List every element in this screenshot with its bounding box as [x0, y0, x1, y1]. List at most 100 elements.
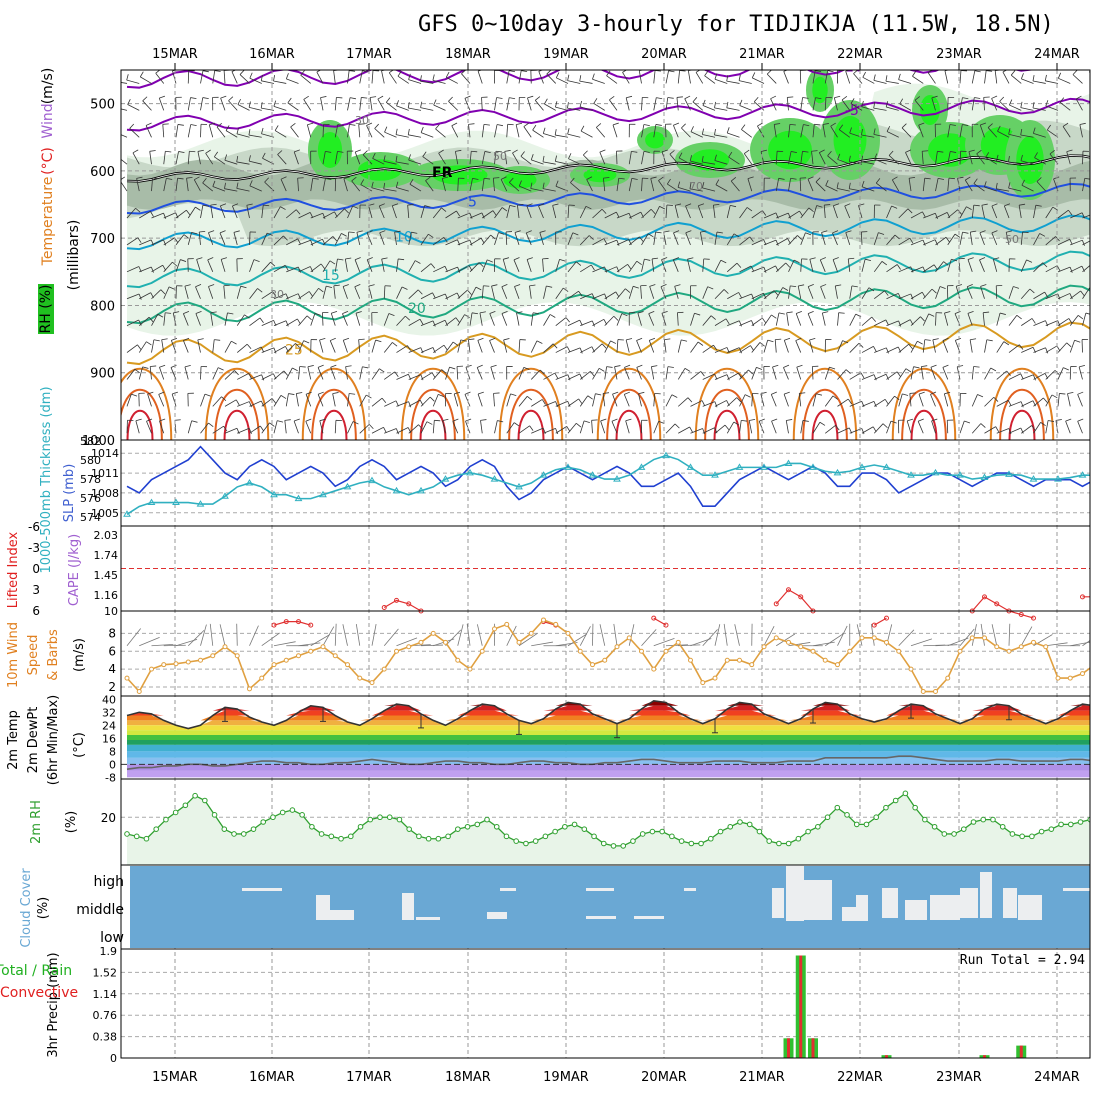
- wind-barb: [999, 101, 1010, 111]
- wind-barb: [1033, 233, 1041, 246]
- wind-barb-flag: [921, 365, 928, 367]
- wind-barb: [273, 105, 287, 111]
- wind-barb: [469, 286, 477, 299]
- wind-barb-flag: [931, 95, 938, 99]
- wind-barb-flag: [728, 151, 733, 158]
- wind-barb-flag: [477, 364, 483, 368]
- temp-line: [126, 700, 1090, 730]
- rh-point: [1009, 831, 1016, 837]
- run-total: Run Total = 2.94: [960, 953, 1085, 968]
- wind-speed-point: [136, 689, 142, 695]
- wind-barb: [886, 371, 898, 380]
- wind-barb: [543, 428, 556, 434]
- wind-barb-flag: [861, 428, 865, 435]
- wind-barb-flag: [593, 98, 598, 104]
- wind-barb: [210, 205, 214, 219]
- wind-barb-flag: [384, 126, 388, 133]
- wind-barb-flag: [790, 177, 797, 180]
- wind-barb-flag: [790, 285, 797, 288]
- wind-barb: [396, 373, 409, 380]
- wind-speed-point: [332, 653, 338, 659]
- wind-speed-point: [528, 630, 534, 636]
- wind-barb: [912, 75, 924, 84]
- wind-barb-flag: [917, 340, 923, 345]
- wind-barb-flag: [1094, 239, 1097, 244]
- wind-barb-flag: [202, 178, 207, 184]
- thickness-tick-label: 576: [80, 492, 101, 505]
- wind-barb-flag: [632, 285, 639, 289]
- wind-barb-flag: [395, 181, 399, 188]
- cloud-block: [980, 872, 992, 918]
- wind-barb-flag: [126, 74, 129, 81]
- wind-barb-flag: [149, 150, 156, 152]
- surface-wind-barb: [567, 633, 587, 647]
- wind-barb: [420, 372, 433, 380]
- wind-barb: [457, 339, 462, 353]
- wind-speed-point: [357, 675, 363, 681]
- thickness-line-point: [392, 486, 401, 494]
- wind-barb: [530, 340, 538, 353]
- thickness-line-point: [343, 482, 352, 490]
- wind-barb: [310, 263, 322, 273]
- wind-barb: [481, 259, 488, 272]
- wind-barb-flag: [822, 123, 829, 125]
- wind-barb: [702, 315, 712, 326]
- wind-barb: [286, 293, 299, 300]
- wind-barb-flag: [885, 75, 888, 82]
- wind-barb: [1070, 239, 1083, 246]
- wind-barb-flag: [432, 74, 435, 81]
- wind-barb-flag: [559, 258, 566, 262]
- wind-barb: [690, 341, 699, 353]
- wind-barb-flag: [435, 124, 440, 130]
- wind-barb: [661, 259, 667, 272]
- wind-barb: [531, 159, 544, 165]
- wind-barb: [232, 205, 238, 219]
- wind-barb: [888, 155, 900, 165]
- wind-barb: [334, 151, 338, 165]
- wind-barb: [285, 343, 296, 353]
- wind-barb: [300, 74, 312, 84]
- wind-barb-flag: [325, 150, 332, 153]
- wind-barb: [702, 105, 716, 111]
- wind-barb: [224, 427, 238, 434]
- boundary-isotherm: [126, 409, 154, 440]
- wind-barb: [665, 366, 669, 380]
- surface-wind-barb: [980, 623, 985, 646]
- surface-wind-barb: [518, 633, 538, 647]
- wind-speed-point: [418, 639, 424, 645]
- thickness-line-point: [490, 475, 499, 482]
- wind-barb: [616, 212, 630, 219]
- wind-barb-flag: [219, 230, 226, 234]
- wind-barb: [200, 422, 209, 434]
- temp-tick-label: 16: [102, 732, 116, 745]
- wind-barb-flag: [297, 318, 301, 325]
- wind-barb: [220, 259, 226, 272]
- wind-barb: [531, 399, 543, 407]
- wind-speed-point: [957, 648, 963, 654]
- wind-speed-point: [639, 648, 644, 654]
- wind-barb-flag: [656, 97, 663, 100]
- wind-barb: [629, 236, 640, 246]
- wind-barb: [567, 80, 581, 84]
- wind-barb-flag: [775, 239, 779, 246]
- wind-barb-flag: [912, 71, 917, 77]
- wind-barb: [1018, 205, 1022, 219]
- wind-barb: [249, 317, 261, 326]
- wind-barb: [914, 99, 924, 111]
- wind-barb-flag: [501, 310, 508, 314]
- rh-point: [717, 828, 724, 835]
- wind-barb-flag: [1013, 286, 1020, 289]
- wind-barb: [170, 367, 177, 380]
- wind-barb: [690, 371, 701, 380]
- isotherm-10: [126, 214, 1090, 251]
- wind-barb-flag: [579, 100, 583, 107]
- wind-barb-flag: [448, 96, 453, 102]
- wind-barb-flag: [962, 124, 969, 126]
- wind-barb: [770, 98, 777, 111]
- wind-barb-flag: [922, 150, 929, 152]
- wind-barb: [408, 159, 422, 165]
- wind-barb: [751, 342, 761, 353]
- wind-barb: [236, 343, 248, 353]
- wind-barb-flag: [1032, 374, 1036, 381]
- wind-barb-flag: [307, 365, 314, 368]
